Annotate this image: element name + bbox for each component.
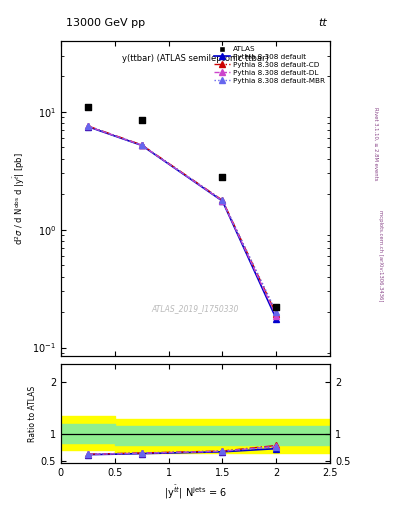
Pythia 8.308 default [140,142,144,148]
Text: ATLAS_2019_I1750330: ATLAS_2019_I1750330 [152,304,239,313]
Pythia 8.308 default-DL [86,123,90,130]
Pythia 8.308 default [274,316,279,322]
Text: Rivet 3.1.10, ≥ 2.8M events: Rivet 3.1.10, ≥ 2.8M events [373,106,378,180]
Line: Pythia 8.308 default-MBR: Pythia 8.308 default-MBR [85,123,279,315]
Pythia 8.308 default-CD [140,142,144,148]
Pythia 8.308 default [86,123,90,130]
Line: Pythia 8.308 default-CD: Pythia 8.308 default-CD [85,123,279,317]
Pythia 8.308 default-DL [140,142,144,148]
X-axis label: |y$^{\bar{t}t}$| N$^{\rm jets}$ = 6: |y$^{\bar{t}t}$| N$^{\rm jets}$ = 6 [164,484,227,501]
Pythia 8.308 default-MBR [220,198,225,204]
Pythia 8.308 default-CD [86,123,90,129]
Pythia 8.308 default-CD [220,197,225,203]
Pythia 8.308 default-MBR [86,123,90,129]
Pythia 8.308 default-DL [220,198,225,204]
Text: 13000 GeV pp: 13000 GeV pp [66,18,145,28]
ATLAS [85,103,91,111]
Line: Pythia 8.308 default-DL: Pythia 8.308 default-DL [85,123,279,319]
ATLAS [219,173,226,181]
Pythia 8.308 default-DL [274,313,279,319]
Pythia 8.308 default-MBR [140,142,144,148]
Text: mcplots.cern.ch [arXiv:1306.3436]: mcplots.cern.ch [arXiv:1306.3436] [378,210,383,302]
Text: y(ttbar) (ATLAS semileptonic ttbar): y(ttbar) (ATLAS semileptonic ttbar) [122,54,269,62]
Pythia 8.308 default-MBR [274,309,279,315]
Y-axis label: Ratio to ATLAS: Ratio to ATLAS [28,386,37,441]
Legend: ATLAS, Pythia 8.308 default, Pythia 8.308 default-CD, Pythia 8.308 default-DL, P: ATLAS, Pythia 8.308 default, Pythia 8.30… [213,45,327,85]
Text: tt: tt [319,18,327,28]
ATLAS [273,303,279,311]
ATLAS [139,116,145,124]
Line: Pythia 8.308 default: Pythia 8.308 default [85,123,279,322]
Y-axis label: d$^2\sigma$ / d N$^{\rm obs}$ d |y$^{\bar{t}}$| [pb]: d$^2\sigma$ / d N$^{\rm obs}$ d |y$^{\ba… [11,152,27,245]
Pythia 8.308 default-CD [274,311,279,317]
Pythia 8.308 default [220,198,225,204]
